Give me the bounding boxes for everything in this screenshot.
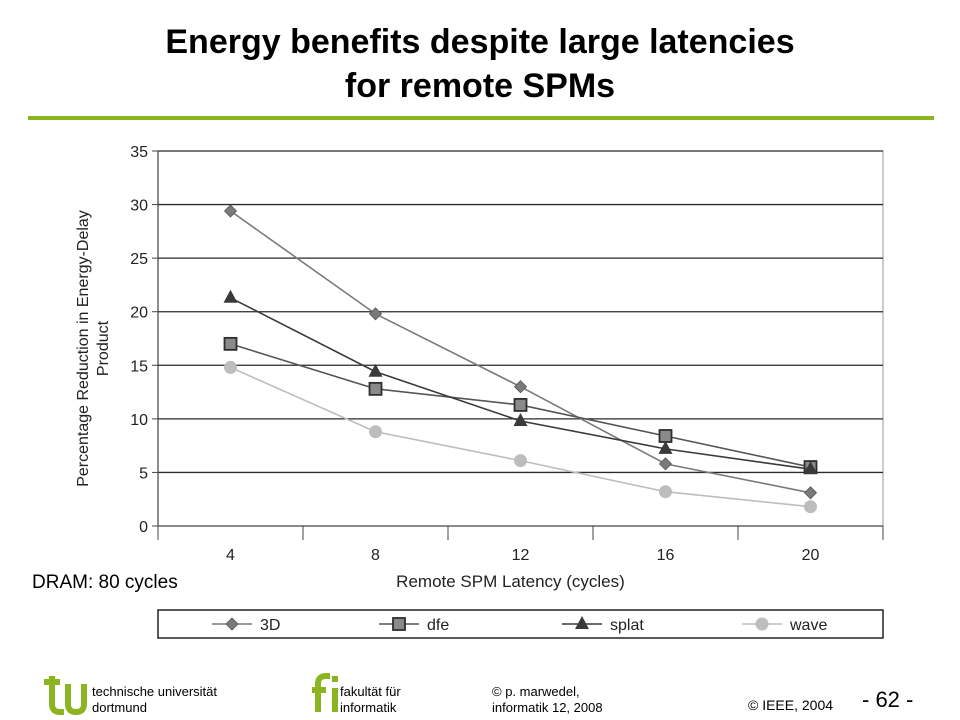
footer-faculty-line-2: informatik [340, 700, 397, 715]
data-point-dfe [223, 336, 238, 351]
data-point-splat [513, 413, 528, 426]
legend-label-3D: 3D [260, 617, 280, 634]
page-number: - 62 - [862, 687, 914, 712]
footer-university-line-2: dortmund [92, 700, 147, 715]
footer-author-line-1: © p. marwedel, [492, 684, 580, 699]
series-dfe [223, 336, 818, 474]
y-tick-label: 5 [139, 465, 148, 482]
data-point-wave [659, 485, 672, 499]
y-tick-label: 30 [130, 198, 148, 215]
legend-label-wave: wave [789, 617, 827, 634]
data-point-splat [368, 363, 383, 377]
data-point-wave [804, 500, 817, 514]
data-point-3D [513, 380, 528, 394]
chart-axes [152, 150, 884, 540]
legend-marker-dfe [392, 617, 406, 631]
footer-faculty-line-1: fakultät für [340, 684, 401, 699]
data-point-wave [514, 454, 527, 468]
data-point-wave [224, 360, 237, 374]
data-point-3D [803, 486, 818, 500]
y-axis-title-line-2: Product [95, 320, 112, 376]
data-point-splat [803, 461, 818, 475]
data-point-dfe [658, 429, 673, 443]
x-tick-label: 16 [657, 547, 675, 564]
legend-marker-wave [755, 617, 769, 631]
data-point-wave [369, 425, 382, 439]
x-tick-label: 20 [802, 547, 820, 564]
data-point-splat [223, 289, 238, 303]
y-axis-title-line-1: Percentage Reduction in Energy-Delay [75, 210, 92, 487]
plot-area [157, 150, 884, 527]
footer-author-line-2: informatik 12, 2008 [492, 700, 603, 715]
footer-faculty: fakultät für informatik [340, 684, 401, 716]
chart-series [223, 204, 818, 514]
y-tick-label: 0 [139, 519, 148, 536]
data-point-3D [658, 457, 673, 471]
series-splat [223, 289, 818, 475]
legend-label-dfe: dfe [427, 617, 449, 634]
footer-copyright: © IEEE, 2004 [748, 697, 834, 713]
x-tick-label: 4 [226, 547, 235, 564]
grid-lines [157, 150, 884, 527]
y-tick-label: 15 [130, 358, 148, 375]
legend-label-splat: splat [610, 617, 644, 634]
legend-marker-3D [225, 617, 239, 631]
y-tick-label: 35 [130, 144, 148, 161]
chart-legend: 3D dfe splat wave [157, 609, 884, 639]
y-tick-label: 10 [130, 412, 148, 429]
footer-university: technische universität dortmund [92, 684, 217, 716]
x-tick-label: 12 [512, 547, 530, 564]
title-line-2: for remote SPMs [344, 67, 616, 105]
title-divider [28, 116, 934, 120]
chart-labels: 0 5 10 15 20 25 30 35 4 8 12 16 20 Remote SPM Latency… [75, 144, 820, 591]
data-point-splat [658, 440, 673, 454]
data-point-3D [368, 307, 383, 321]
x-tick-label: 8 [371, 547, 380, 564]
dram-note: DRAM: 80 cycles [32, 572, 178, 593]
data-point-dfe [513, 398, 528, 412]
slide-title: Energy benefits despite large latencies … [0, 20, 960, 108]
footer-author: © p. marwedel, informatik 12, 2008 [492, 684, 603, 716]
series-wave [224, 360, 817, 514]
y-tick-label: 25 [130, 251, 148, 268]
x-axis-title: Remote SPM Latency (cycles) [396, 572, 625, 591]
footer-university-line-1: technische universität [92, 684, 218, 699]
y-tick-label: 20 [130, 305, 148, 322]
legend-marker-splat [575, 616, 589, 629]
series-3D [223, 204, 818, 500]
data-point-3D [223, 204, 238, 218]
data-point-dfe [368, 381, 383, 396]
title-line-1: Energy benefits despite large latencies [165, 23, 795, 61]
